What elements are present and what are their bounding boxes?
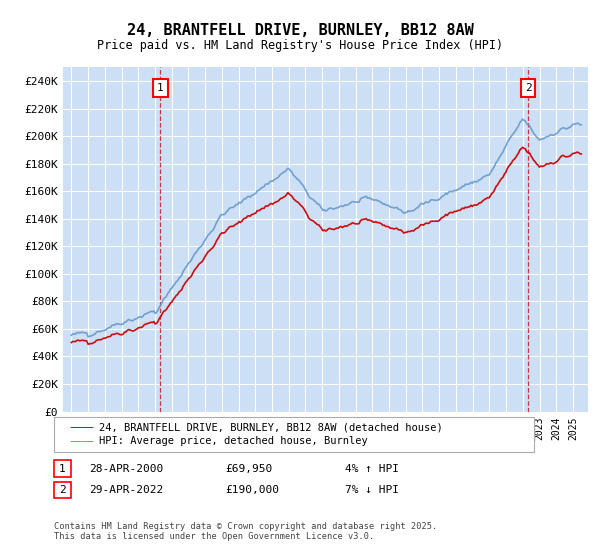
Text: ——: —— — [69, 435, 94, 448]
Text: 24, BRANTFELL DRIVE, BURNLEY, BB12 8AW (detached house): 24, BRANTFELL DRIVE, BURNLEY, BB12 8AW (… — [99, 422, 443, 432]
Text: 7% ↓ HPI: 7% ↓ HPI — [345, 485, 399, 495]
Text: 24, BRANTFELL DRIVE, BURNLEY, BB12 8AW: 24, BRANTFELL DRIVE, BURNLEY, BB12 8AW — [127, 24, 473, 38]
Text: Contains HM Land Registry data © Crown copyright and database right 2025.
This d: Contains HM Land Registry data © Crown c… — [54, 522, 437, 542]
Text: £69,950: £69,950 — [225, 464, 272, 474]
Text: Price paid vs. HM Land Registry's House Price Index (HPI): Price paid vs. HM Land Registry's House … — [97, 39, 503, 53]
Text: ——: —— — [69, 421, 94, 434]
Text: 28-APR-2000: 28-APR-2000 — [89, 464, 163, 474]
Text: £190,000: £190,000 — [225, 485, 279, 495]
Text: 1: 1 — [157, 83, 164, 93]
Text: 2: 2 — [525, 83, 532, 93]
Text: 1: 1 — [59, 464, 66, 474]
Text: HPI: Average price, detached house, Burnley: HPI: Average price, detached house, Burn… — [99, 436, 368, 446]
Text: 2: 2 — [59, 485, 66, 495]
Text: 4% ↑ HPI: 4% ↑ HPI — [345, 464, 399, 474]
Text: 29-APR-2022: 29-APR-2022 — [89, 485, 163, 495]
